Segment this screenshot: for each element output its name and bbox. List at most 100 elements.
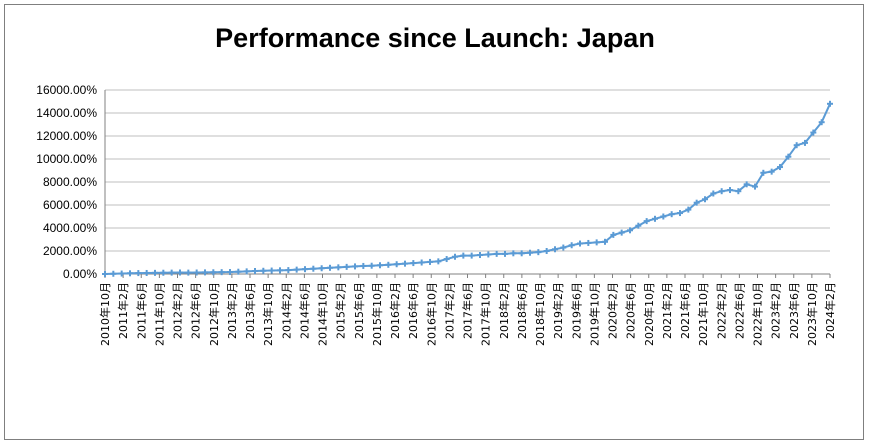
x-tick-label: 2017年6月 bbox=[461, 282, 475, 339]
data-point bbox=[602, 238, 608, 245]
x-tick-label: 2019年10月 bbox=[587, 282, 601, 346]
data-point bbox=[502, 250, 508, 257]
data-point bbox=[510, 250, 517, 257]
x-tick-label: 2014年10月 bbox=[316, 282, 330, 346]
x-tick-label: 2022年10月 bbox=[751, 282, 765, 346]
data-point bbox=[752, 183, 758, 190]
data-point bbox=[560, 244, 567, 251]
y-tick-label: 14000.00% bbox=[36, 106, 97, 120]
data-point bbox=[552, 246, 558, 253]
chart-title: Performance since Launch: Japan bbox=[215, 23, 655, 53]
x-tick-label: 2020年2月 bbox=[606, 282, 620, 339]
data-point bbox=[743, 181, 750, 188]
x-tick-label: 2016年6月 bbox=[406, 282, 420, 339]
data-point bbox=[377, 262, 383, 269]
data-point bbox=[327, 264, 333, 271]
data-point bbox=[618, 229, 625, 236]
data-point bbox=[160, 269, 167, 276]
data-point bbox=[393, 261, 400, 268]
data-point bbox=[402, 260, 408, 267]
data-point bbox=[302, 266, 308, 273]
data-point bbox=[660, 213, 667, 220]
data-point bbox=[635, 222, 642, 229]
x-tick-label: 2020年10月 bbox=[642, 282, 656, 346]
x-tick-label: 2021年2月 bbox=[660, 282, 674, 339]
x-tick-label: 2022年2月 bbox=[714, 282, 728, 339]
data-point bbox=[185, 269, 192, 276]
x-tick-label: 2017年2月 bbox=[442, 282, 456, 339]
x-tick-label: 2018年10月 bbox=[533, 282, 547, 346]
data-point bbox=[235, 268, 242, 275]
y-tick-label: 4000.00% bbox=[43, 221, 97, 235]
data-point bbox=[177, 269, 183, 276]
data-point bbox=[418, 259, 425, 266]
data-point bbox=[293, 266, 300, 273]
data-point bbox=[543, 248, 550, 254]
x-tick-label: 2022年6月 bbox=[732, 282, 746, 339]
data-point bbox=[143, 269, 150, 276]
data-point bbox=[702, 196, 708, 203]
x-tick-label: 2011年2月 bbox=[116, 282, 130, 339]
data-point bbox=[460, 252, 467, 259]
data-point bbox=[335, 264, 342, 271]
data-point bbox=[102, 271, 108, 277]
x-tick-label: 2014年6月 bbox=[297, 282, 311, 339]
data-point bbox=[710, 190, 717, 197]
x-tick-label: 2023年2月 bbox=[769, 282, 783, 339]
data-point bbox=[277, 267, 283, 274]
series-line bbox=[104, 103, 831, 275]
data-point bbox=[827, 100, 833, 107]
x-tick-label: 2021年6月 bbox=[678, 282, 692, 339]
data-point bbox=[568, 242, 575, 249]
data-point bbox=[352, 263, 358, 270]
x-tick-label: 2019年2月 bbox=[551, 282, 565, 339]
data-point bbox=[343, 263, 350, 270]
data-point bbox=[227, 269, 233, 276]
x-tick-label: 2016年2月 bbox=[388, 282, 402, 339]
x-tick-label: 2023年6月 bbox=[787, 282, 801, 339]
data-point bbox=[802, 139, 808, 146]
data-point bbox=[818, 119, 825, 126]
x-tick-label: 2011年6月 bbox=[134, 282, 148, 339]
data-point bbox=[668, 211, 675, 218]
data-point bbox=[193, 269, 200, 276]
data-point bbox=[585, 239, 592, 246]
data-point bbox=[318, 265, 325, 272]
data-point bbox=[593, 239, 600, 246]
data-point bbox=[627, 227, 633, 234]
data-point bbox=[718, 188, 725, 195]
x-tick-label: 2018年2月 bbox=[497, 282, 511, 339]
data-point bbox=[677, 210, 683, 217]
data-point bbox=[427, 258, 433, 265]
data-point bbox=[518, 250, 525, 257]
x-tick-label: 2021年10月 bbox=[696, 282, 710, 346]
y-tick-label: 10000.00% bbox=[36, 152, 97, 166]
x-tick-label: 2023年10月 bbox=[805, 282, 819, 346]
data-point bbox=[810, 129, 817, 136]
x-tick-label: 2011年10月 bbox=[152, 282, 166, 346]
data-point bbox=[577, 240, 583, 247]
y-tick-label: 12000.00% bbox=[36, 129, 97, 143]
data-point bbox=[468, 252, 475, 259]
data-point bbox=[243, 268, 250, 275]
data-point bbox=[493, 250, 500, 257]
y-tick-label: 2000.00% bbox=[43, 244, 97, 258]
data-point bbox=[693, 199, 700, 206]
data-point bbox=[310, 265, 317, 272]
data-point bbox=[643, 218, 650, 225]
x-tick-label: 2015年10月 bbox=[370, 282, 384, 346]
x-tick-label: 2017年10月 bbox=[479, 282, 493, 346]
data-point bbox=[793, 142, 800, 149]
x-tick-label: 2013年6月 bbox=[243, 282, 257, 339]
data-point bbox=[760, 169, 767, 176]
x-tick-label: 2012年10月 bbox=[207, 282, 221, 346]
data-point bbox=[368, 262, 375, 269]
data-point bbox=[485, 251, 492, 258]
y-tick-label: 8000.00% bbox=[43, 175, 97, 189]
data-point bbox=[260, 267, 267, 274]
data-point bbox=[385, 261, 392, 268]
x-tick-label: 2013年2月 bbox=[225, 282, 239, 339]
data-point bbox=[410, 260, 417, 267]
data-point bbox=[527, 249, 533, 256]
